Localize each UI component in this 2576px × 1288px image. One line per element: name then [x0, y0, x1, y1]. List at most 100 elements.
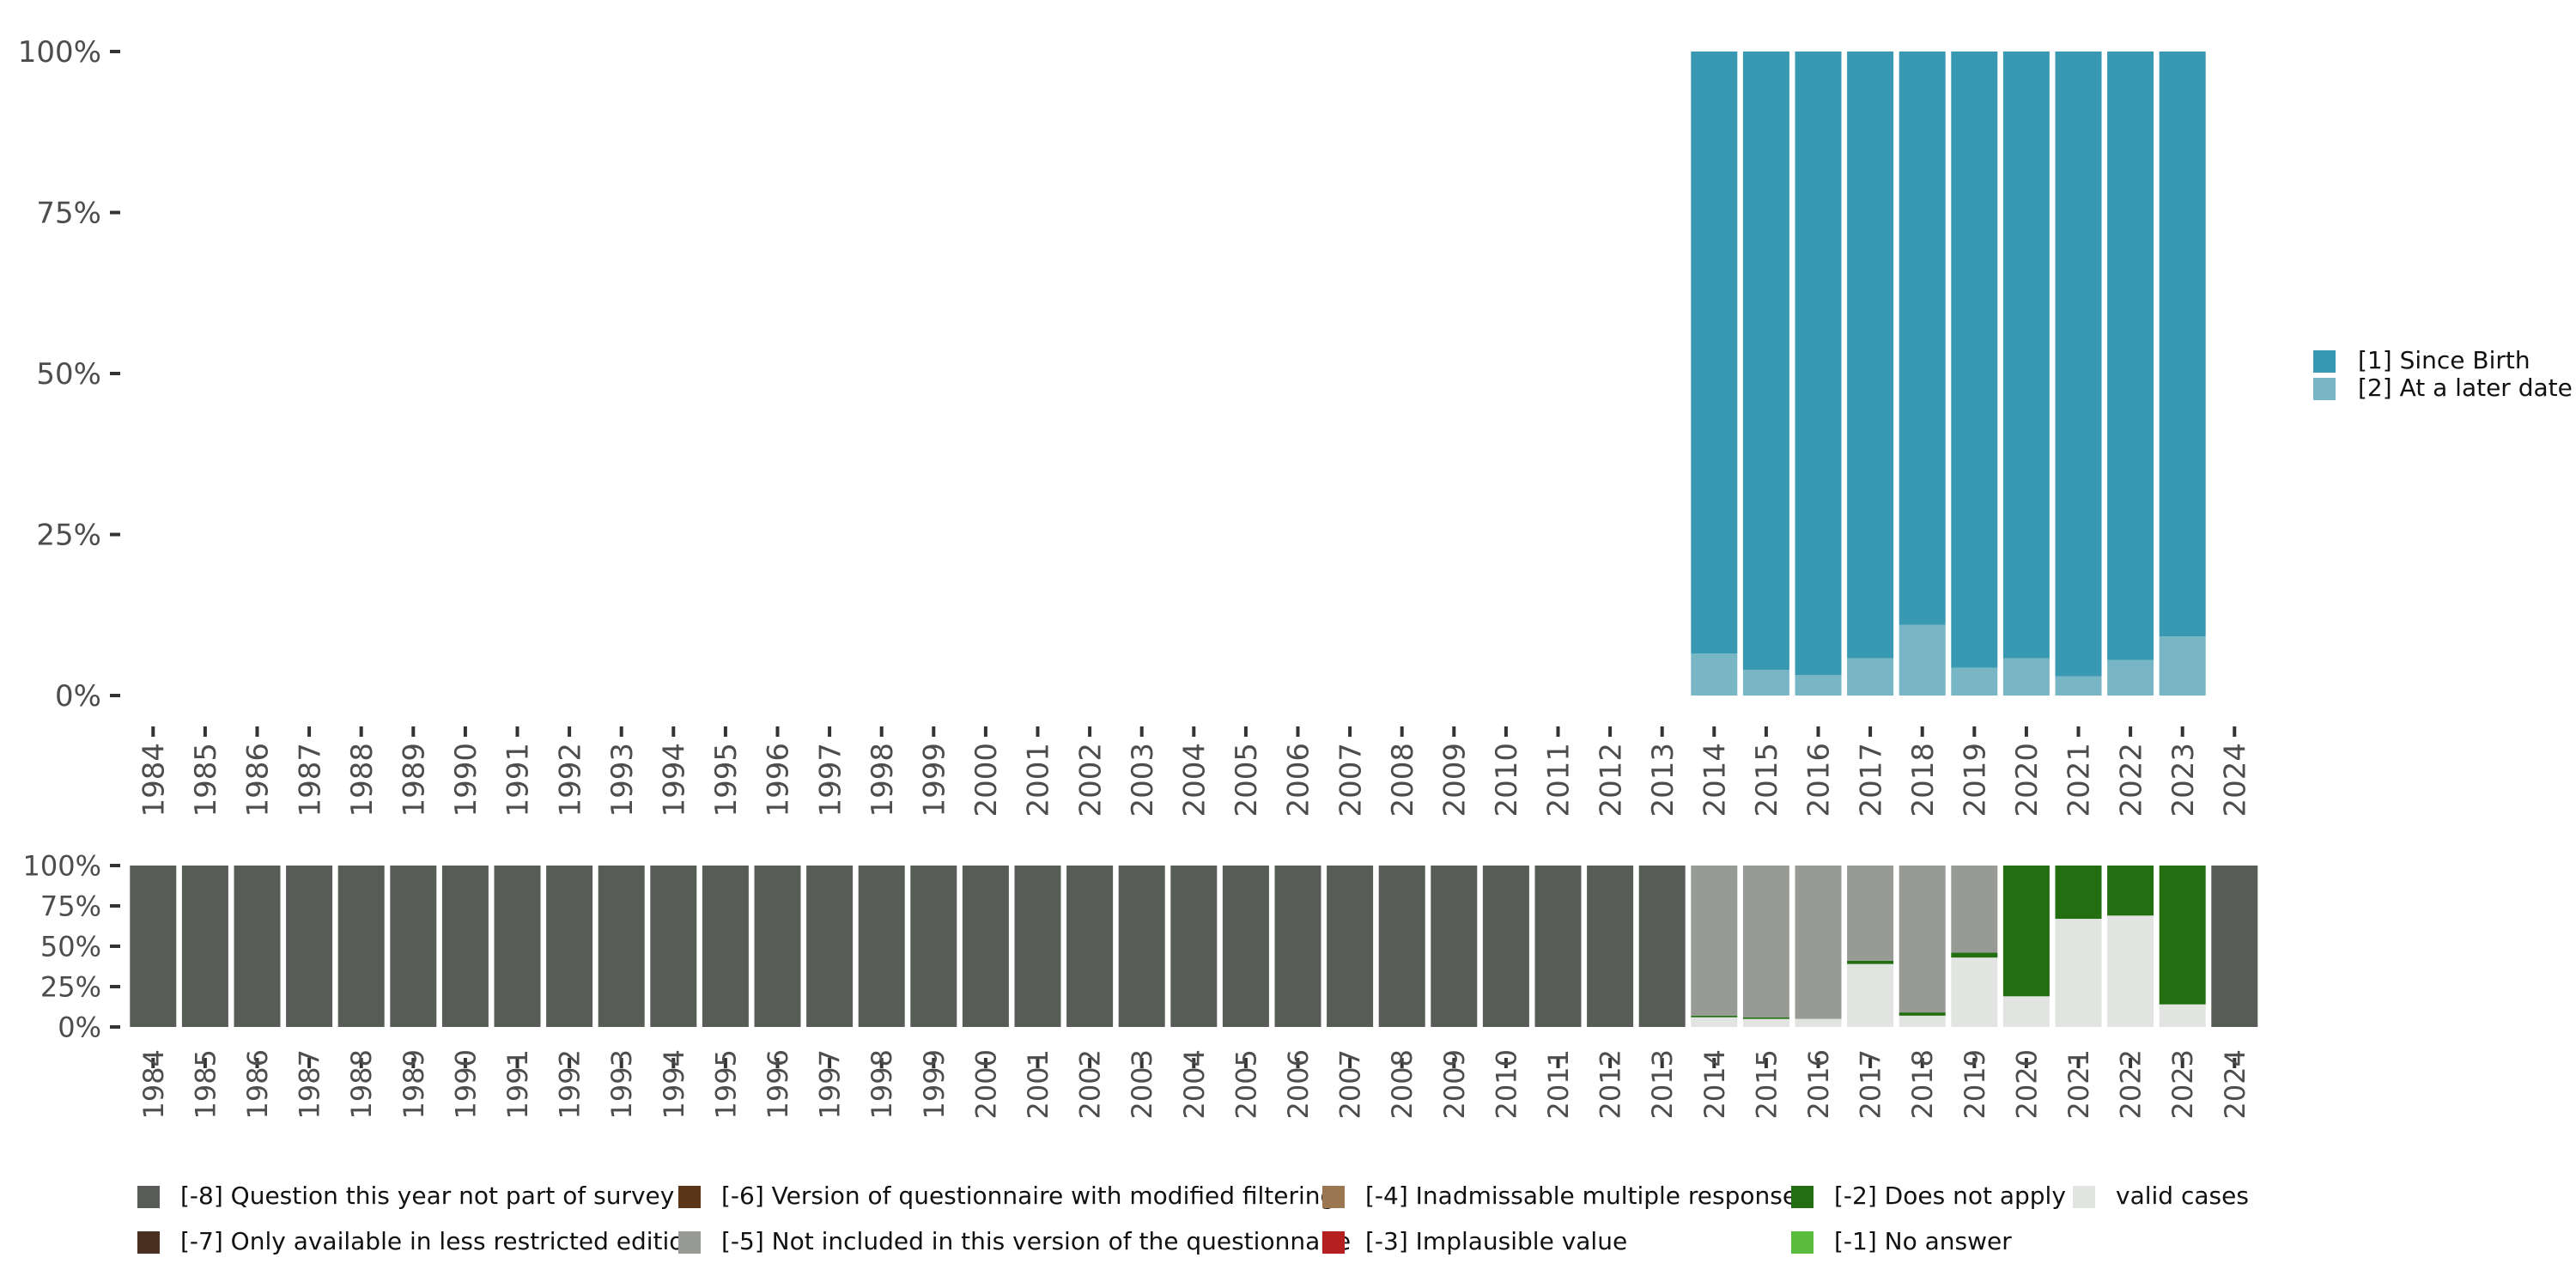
legend-label: [-4] Inadmissable multiple response — [1365, 1182, 1797, 1210]
x-tick-label: 2013 — [1646, 1049, 1679, 1119]
legend-swatch-1-no-answer — [1791, 1231, 1814, 1254]
bar-segment-8-question-this-year-not-part-of-survey-2024 — [2211, 866, 2258, 1027]
bar-segment-8-question-this-year-not-part-of-survey-2007 — [1327, 866, 1374, 1027]
bar-segment-5-not-included-in-this-version-of-the-questionnaire-2018 — [1899, 866, 1946, 1013]
bar-segment-8-question-this-year-not-part-of-survey-2002 — [1066, 866, 1114, 1027]
bar-segment-8-question-this-year-not-part-of-survey-2013 — [1638, 866, 1686, 1027]
bar-segment-8-question-this-year-not-part-of-survey-2009 — [1431, 866, 1478, 1027]
x-tick-label: 2005 — [1230, 743, 1264, 817]
bar-segment-8-question-this-year-not-part-of-survey-1994 — [650, 866, 697, 1027]
bar-segment-2-at-a-later-date-2017 — [1847, 658, 1894, 696]
x-tick-label: 1990 — [449, 743, 483, 817]
x-tick-label: 2004 — [1178, 743, 1212, 817]
x-tick-label: 1993 — [605, 1049, 638, 1119]
bar-segment-2-at-a-later-date-2020 — [2002, 658, 2050, 696]
legend-label: [-8] Question this year not part of surv… — [180, 1182, 674, 1210]
bar-segment-8-question-this-year-not-part-of-survey-1997 — [806, 866, 854, 1027]
bar-segment-valid-cases-2019 — [1951, 957, 1998, 1027]
x-tick-label: 1987 — [294, 1049, 326, 1119]
bottom-legend: [-8] Question this year not part of surv… — [137, 1182, 2249, 1255]
x-tick-label: 2002 — [1073, 743, 1108, 817]
x-tick-label: 2023 — [2166, 1049, 2199, 1119]
x-tick-label: 1990 — [449, 1049, 482, 1119]
x-tick-label: 2006 — [1282, 1049, 1315, 1119]
x-tick-label: 1995 — [709, 743, 744, 817]
x-tick-label: 2000 — [969, 1049, 1002, 1119]
legend-label: [-2] Does not apply — [1834, 1182, 2066, 1210]
x-tick-label: 2024 — [2219, 1049, 2251, 1119]
x-tick-label: 1989 — [398, 1049, 430, 1119]
x-tick-label: 2011 — [1542, 1049, 1575, 1119]
bar-segment-8-question-this-year-not-part-of-survey-2008 — [1378, 866, 1425, 1027]
x-tick-label: 1993 — [605, 743, 640, 817]
y-tick-label: 50% — [40, 931, 101, 963]
top-panel: 0% 25% 50% 75% 100% 1984 1985 1986 1987 1988 1989 1… — [18, 35, 2253, 817]
legend-label: [-6] Version of questionnaire with modif… — [721, 1182, 1335, 1210]
x-tick-label: 1987 — [293, 743, 327, 817]
bar-segment-1-since-birth-2023 — [2159, 52, 2206, 636]
bar-segment-8-question-this-year-not-part-of-survey-1991 — [494, 866, 541, 1027]
bar-segment-1-since-birth-2017 — [1847, 52, 1894, 659]
x-tick-label: 1985 — [189, 1049, 222, 1119]
bar-segment-2-does-not-apply-2023 — [2159, 866, 2206, 1005]
x-tick-label: 2012 — [1595, 1049, 1627, 1119]
x-tick-label: 1999 — [918, 1049, 951, 1119]
legend-label: [1] Since Birth — [2358, 346, 2530, 374]
bar-segment-1-since-birth-2015 — [1742, 52, 1789, 670]
x-tick-label: 2021 — [2063, 1049, 2095, 1119]
x-tick-label: 2008 — [1386, 1049, 1419, 1119]
bar-segment-2-does-not-apply-2021 — [2055, 866, 2102, 920]
x-tick-label: 1998 — [866, 743, 900, 817]
bar-segment-8-question-this-year-not-part-of-survey-1992 — [546, 866, 593, 1027]
x-tick-label: 2006 — [1282, 743, 1316, 817]
legend-swatch-3-implausible-value — [1322, 1231, 1345, 1254]
x-tick-label: 2003 — [1126, 743, 1160, 817]
legend-swatch-valid-cases — [2073, 1186, 2095, 1208]
bar-segment-1-since-birth-2016 — [1795, 52, 1842, 675]
legend-swatch-2-does-not-apply — [1791, 1186, 1814, 1208]
x-tick-label: 2014 — [1698, 743, 1733, 817]
bar-segment-2-at-a-later-date-2014 — [1691, 653, 1738, 696]
x-tick-label: 2011 — [1542, 743, 1577, 817]
x-tick-label: 2021 — [2063, 743, 2097, 817]
legend-label: [-5] Not included in this version of the… — [721, 1227, 1351, 1255]
bar-segment-1-since-birth-2022 — [2107, 52, 2154, 660]
bar-segment-8-question-this-year-not-part-of-survey-2004 — [1170, 866, 1218, 1027]
bar-segment-1-since-birth-2018 — [1899, 52, 1946, 625]
bar-segment-2-does-not-apply-2018 — [1899, 1012, 1946, 1016]
x-tick-label: 2012 — [1594, 743, 1628, 817]
y-tick-label: 0% — [55, 679, 101, 714]
y-tick-label: 25% — [36, 519, 101, 553]
x-tick-label: 2010 — [1490, 1049, 1522, 1119]
bar-segment-2-does-not-apply-2017 — [1847, 960, 1894, 964]
bar-segment-valid-cases-2015 — [1742, 1018, 1789, 1027]
x-tick-label: 2003 — [1126, 1049, 1158, 1119]
x-tick-label: 1989 — [398, 743, 432, 817]
x-tick-label: 2002 — [1074, 1049, 1107, 1119]
x-tick-label: 1991 — [501, 1049, 534, 1119]
y-tick-label: 100% — [18, 35, 101, 70]
x-tick-label: 1997 — [813, 743, 848, 817]
x-tick-label: 1985 — [189, 743, 223, 817]
bar-segment-8-question-this-year-not-part-of-survey-2006 — [1274, 866, 1321, 1027]
x-tick-label: 2020 — [2010, 1049, 2043, 1119]
bar-segment-1-since-birth-2021 — [2055, 52, 2102, 677]
bar-segment-2-at-a-later-date-2015 — [1742, 670, 1789, 696]
x-tick-label: 2007 — [1334, 743, 1368, 817]
bar-segment-8-question-this-year-not-part-of-survey-1988 — [337, 866, 385, 1027]
bar-segment-2-at-a-later-date-2022 — [2107, 659, 2154, 696]
x-tick-label: 1998 — [866, 1049, 898, 1119]
legend-label: [-7] Only available in less restricted e… — [180, 1227, 699, 1255]
x-tick-label: 1994 — [658, 743, 692, 817]
x-tick-label: 1996 — [762, 743, 796, 817]
x-tick-label: 1995 — [709, 1049, 742, 1119]
x-tick-label: 2015 — [1750, 743, 1784, 817]
bar-segment-8-question-this-year-not-part-of-survey-1999 — [910, 866, 957, 1027]
x-tick-label: 2017 — [1854, 743, 1888, 817]
legend-swatch-2-at-a-later-date — [2313, 378, 2336, 400]
bar-segment-2-does-not-apply-2015 — [1742, 1017, 1789, 1019]
bar-segment-5-not-included-in-this-version-of-the-questionnaire-2019 — [1951, 866, 1998, 953]
legend-label: [-3] Implausible value — [1365, 1227, 1627, 1255]
bar-segment-valid-cases-2022 — [2107, 915, 2154, 1027]
